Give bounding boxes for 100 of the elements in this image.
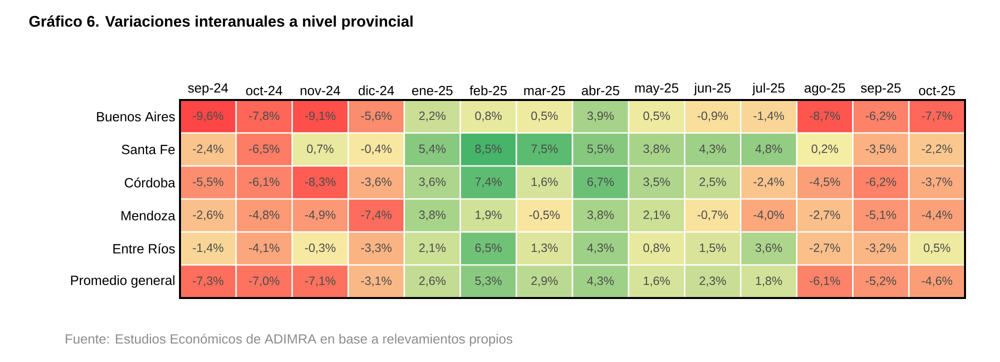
data-label: 5,4% <box>419 144 446 154</box>
x-tick-label: abr-25 <box>582 86 620 96</box>
x-tick-label: oct-25 <box>919 86 955 96</box>
y-tick-label: Santa Fe <box>122 144 175 154</box>
data-label: -3,3% <box>361 244 392 254</box>
x-tick-label: ago-25 <box>804 83 846 96</box>
data-label: 1,3% <box>532 244 558 254</box>
data-label: 6,7% <box>587 178 614 188</box>
data-label: -8,7% <box>810 112 840 122</box>
data-label: -7,0% <box>248 276 280 286</box>
data-label: -6,1% <box>248 178 280 188</box>
data-label: -5,2% <box>866 276 896 286</box>
data-label: 1,8% <box>756 276 782 286</box>
data-label: -0,3% <box>305 244 336 254</box>
data-label: 1,5% <box>700 244 726 254</box>
data-label: 5,3% <box>475 276 502 286</box>
data-label: -0,4% <box>361 144 392 154</box>
data-label: 3,8% <box>587 210 614 220</box>
data-label: 2,2% <box>419 112 446 122</box>
data-label: -9,6% <box>192 112 224 122</box>
data-label: -5,1% <box>866 210 896 220</box>
data-label: 3,8% <box>419 210 446 220</box>
x-tick-label: nov-24 <box>300 86 340 96</box>
x-tick-label: sep-25 <box>860 83 901 96</box>
data-label: 2,1% <box>644 210 670 220</box>
data-label: 1,6% <box>644 276 670 286</box>
data-label: 3,5% <box>643 178 670 188</box>
data-label: 7,4% <box>475 178 502 188</box>
y-tick-label: Córdoba <box>124 178 176 188</box>
data-label: 0,5% <box>924 244 950 254</box>
data-label: 4,3% <box>699 144 726 154</box>
data-label: 0,7% <box>306 144 334 154</box>
data-label: -2,2% <box>922 144 952 154</box>
data-label: -3,6% <box>361 178 392 188</box>
data-label: -0,7% <box>698 210 728 220</box>
data-label: -6,2% <box>866 112 896 122</box>
data-label: -4,8% <box>248 210 280 220</box>
data-label: 7,5% <box>531 144 558 154</box>
x-tick-label: oct-24 <box>246 86 282 96</box>
data-label: -0,5% <box>529 210 560 220</box>
data-label: -4,9% <box>305 210 336 220</box>
y-tick-label: Buenos Aires <box>97 112 175 122</box>
data-label: 0,2% <box>812 144 838 154</box>
data-label: -6,2% <box>866 178 896 188</box>
x-tick-label: ene-25 <box>412 86 453 96</box>
data-label: -6,1% <box>810 276 840 286</box>
chart-title: Gráfico 6. Variaciones interanuales a nivel provincial <box>29 15 413 30</box>
x-tick-label: jun-25 <box>694 82 731 96</box>
data-label: -4,1% <box>248 244 280 254</box>
data-label: 4,3% <box>587 244 614 254</box>
x-tick-label: mar-25 <box>524 86 566 96</box>
data-label: -1,4% <box>192 244 224 254</box>
data-label: -7,3% <box>192 276 224 286</box>
data-label: -4,0% <box>754 210 784 220</box>
data-label: -4,6% <box>922 276 952 286</box>
data-label: 2,9% <box>531 276 558 286</box>
data-label: -3,7% <box>922 178 952 188</box>
data-label: 2,3% <box>700 276 726 286</box>
data-label: -7,8% <box>248 112 280 122</box>
data-label: 6,5% <box>475 244 502 254</box>
data-label: 1,6% <box>532 178 558 188</box>
data-label: -5,5% <box>192 178 224 188</box>
x-tick-label: jul-25 <box>752 82 784 96</box>
data-label: 0,5% <box>531 112 558 122</box>
data-label: 0,5% <box>643 112 670 122</box>
x-tick-label: may-25 <box>635 83 678 96</box>
data-label: -4,4% <box>922 210 952 220</box>
data-label: -4,5% <box>810 178 840 188</box>
data-label: 1,9% <box>476 210 502 220</box>
data-label: 8,5% <box>475 144 502 154</box>
data-label: -1,4% <box>754 112 784 122</box>
data-label: 0,8% <box>475 112 502 122</box>
data-label: -7,1% <box>305 276 336 286</box>
data-label: 2,1% <box>419 244 446 254</box>
data-label: -2,7% <box>810 210 840 220</box>
data-label: -2,4% <box>192 144 224 154</box>
y-tick-label: Mendoza <box>122 210 176 220</box>
data-label: 3,6% <box>756 244 782 254</box>
data-label: 2,5% <box>700 178 726 188</box>
x-tick-label: dic-24 <box>358 86 394 96</box>
data-label: -5,6% <box>361 112 392 122</box>
data-label: 3,9% <box>587 112 614 122</box>
data-label: 3,8% <box>643 144 670 154</box>
data-label: -3,1% <box>361 276 392 286</box>
x-tick-label: feb-25 <box>470 86 507 96</box>
y-tick-label: Entre Ríos <box>113 244 175 254</box>
data-label: -3,2% <box>866 244 896 254</box>
data-label: -2,6% <box>192 210 224 220</box>
data-label: -7,4% <box>361 210 392 220</box>
data-label: -9,1% <box>305 112 336 122</box>
data-label: 2,6% <box>419 276 446 286</box>
data-label: -0,9% <box>698 112 728 122</box>
data-label: 3,6% <box>419 178 446 188</box>
x-tick-label: sep-24 <box>188 83 228 96</box>
data-label: -2,7% <box>810 244 840 254</box>
data-label: -2,4% <box>754 178 784 188</box>
data-label: -7,7% <box>922 112 952 122</box>
data-label: -3,5% <box>866 144 896 154</box>
data-label: 5,5% <box>587 144 614 154</box>
y-tick-label: Promedio general <box>71 275 174 288</box>
